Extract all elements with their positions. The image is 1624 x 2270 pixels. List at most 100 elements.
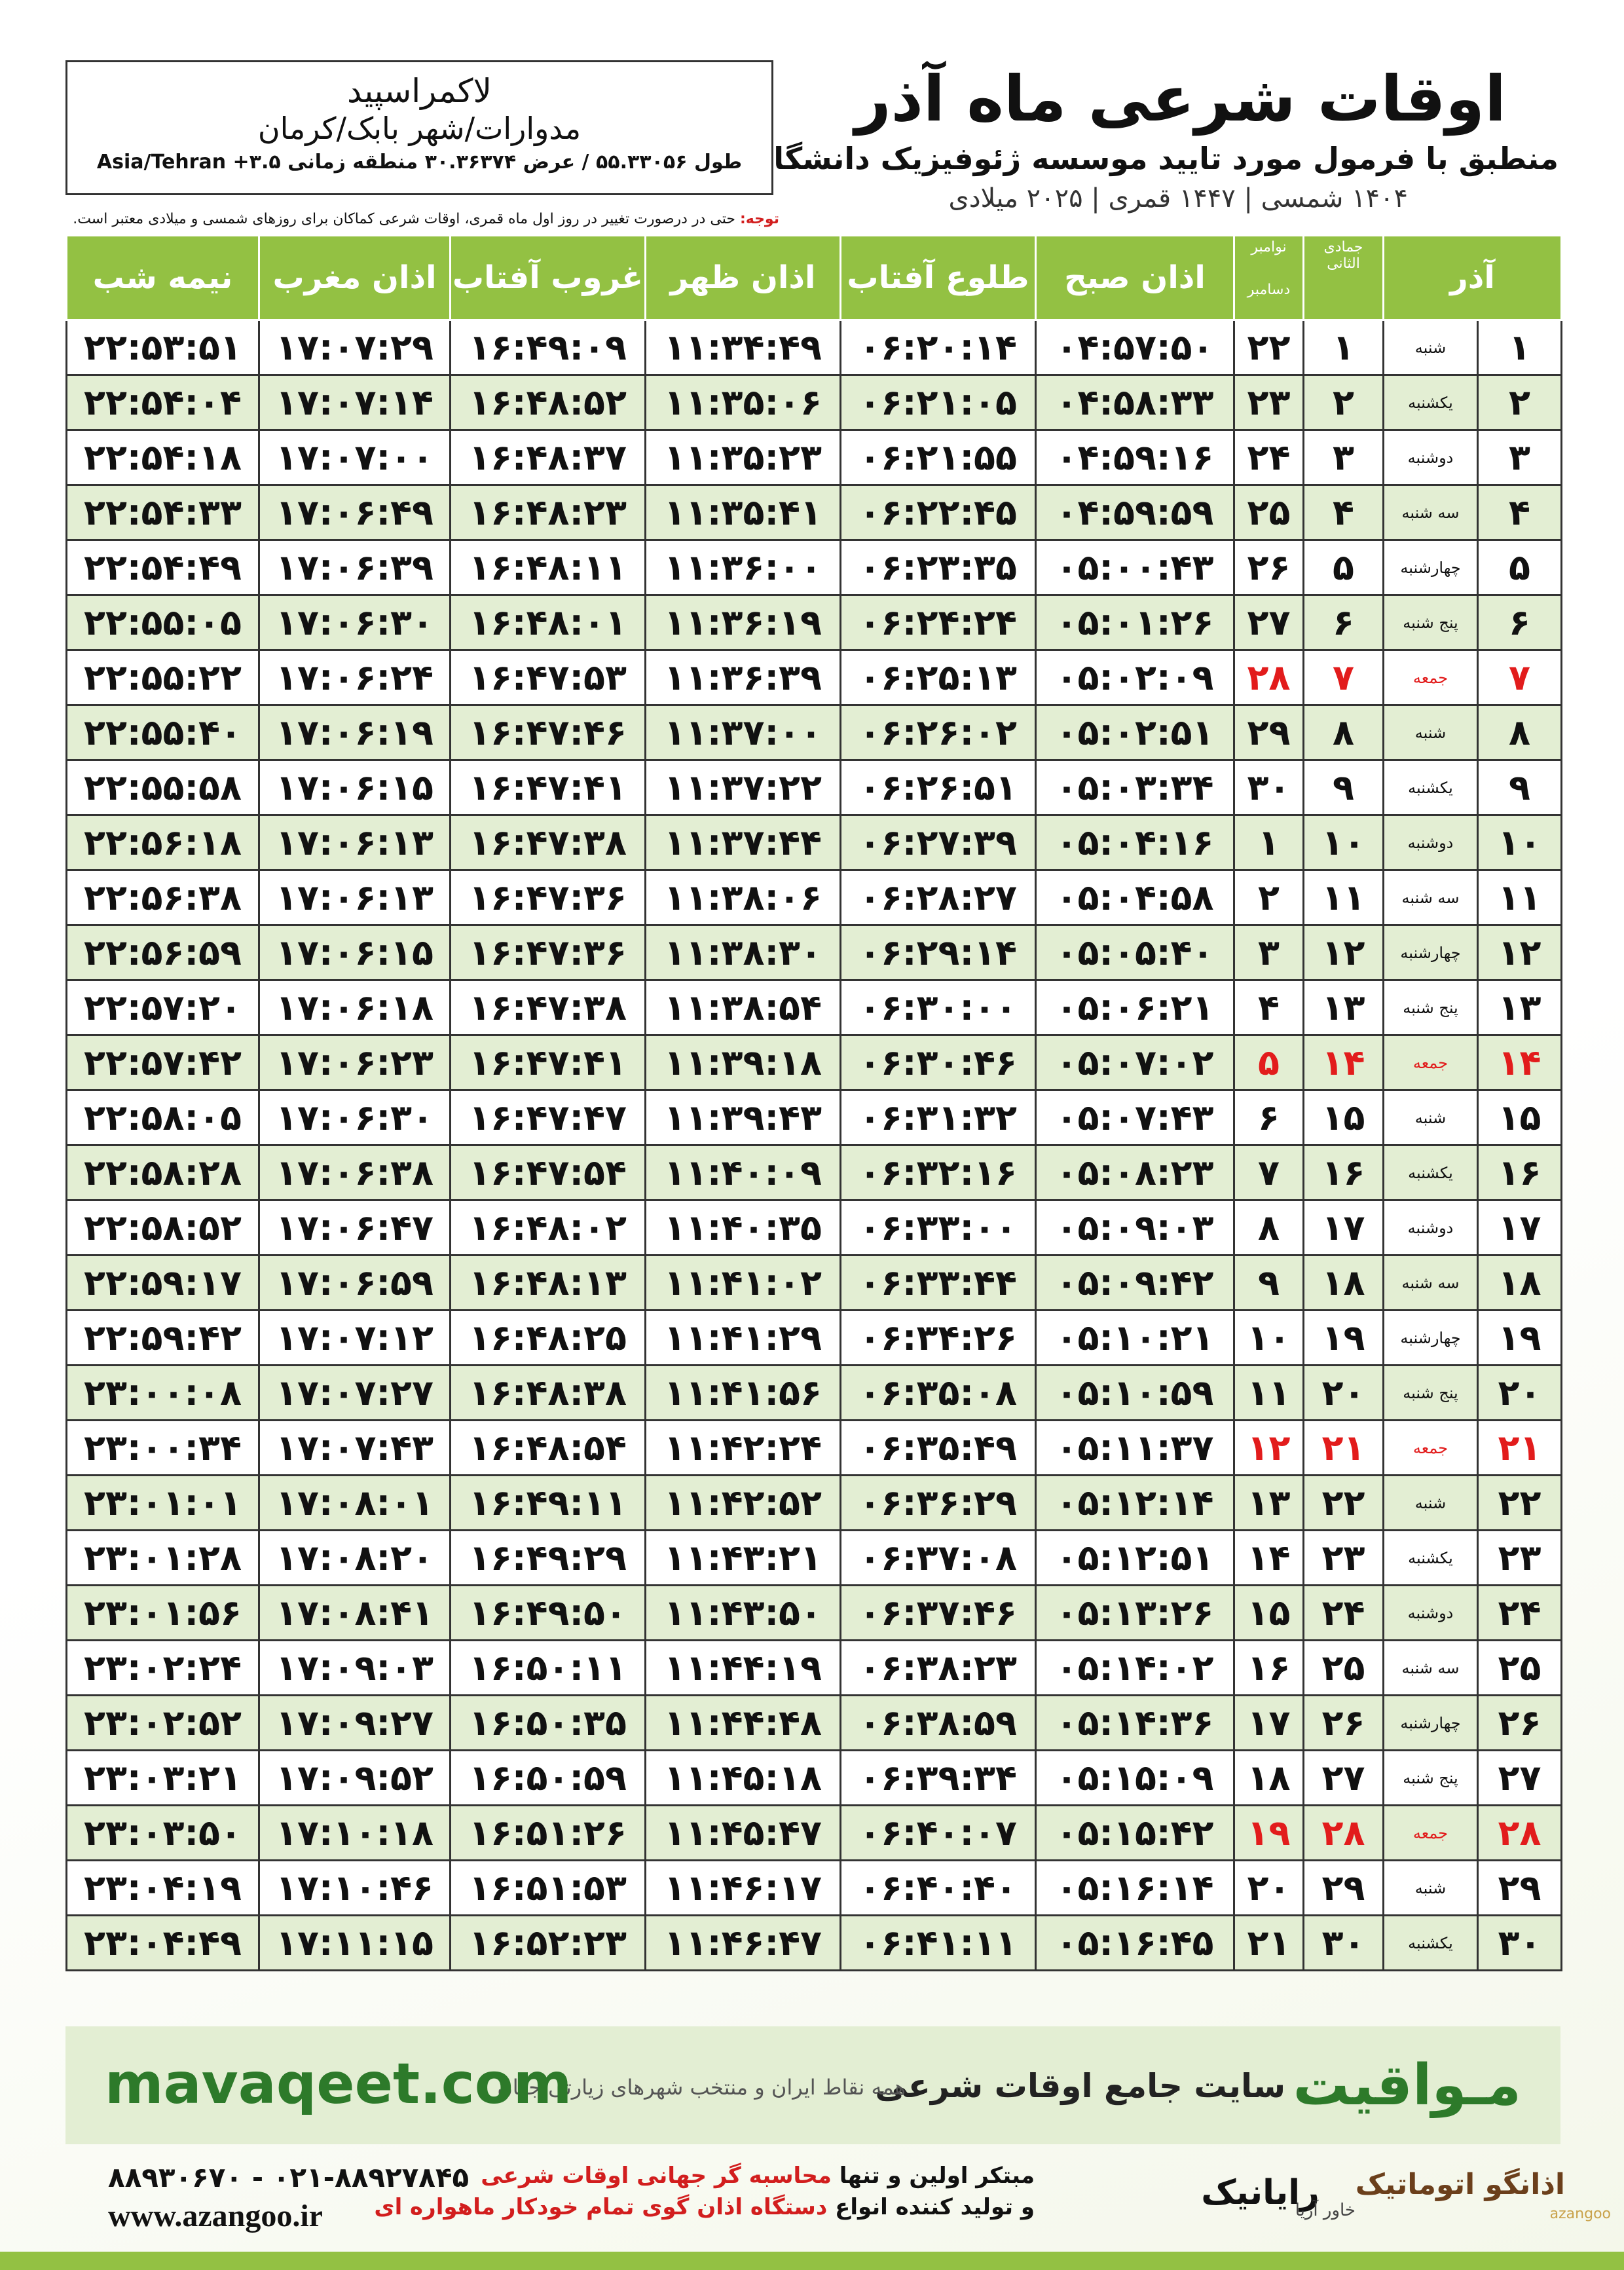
date-cell: ۶	[1233, 1089, 1304, 1146]
date-cell: ۷	[1233, 1144, 1304, 1201]
date-cell: ۷	[1302, 649, 1384, 706]
description: همه نقاط ایران و منتخب شهرهای زیارتی جها…	[497, 2075, 906, 2100]
table-row: ۲۲ شنبه ۲۲ ۱۳ ۰۵:۱۲:۱۴ ۰۶:۳۶:۲۹ ۱۱:۴۲:۵۲ ۱۶:۴۹:…	[65, 1474, 1562, 1531]
weekday-cell: یکشنبه	[1382, 1144, 1479, 1201]
day-cell: ۲۲	[1477, 1474, 1562, 1531]
time-cell: ۰۶:۳۵:۴۹	[840, 1419, 1037, 1476]
day-cell: ۱۳	[1477, 979, 1562, 1036]
table-row: ۲۴ دوشنبه ۲۴ ۱۵ ۰۵:۱۳:۲۶ ۰۶:۳۷:۴۶ ۱۱:۴۳:۵۰ ۱۶:۴…	[65, 1584, 1562, 1641]
time-cell: ۰۶:۲۰:۱۴	[840, 319, 1037, 376]
time-cell: ۲۲:۵۵:۴۰	[65, 704, 260, 761]
table-row: ۲۱ جمعه ۲۱ ۱۲ ۰۵:۱۱:۳۷ ۰۶:۳۵:۴۹ ۱۱:۴۲:۲۴ ۱۶:۴۸:…	[65, 1419, 1562, 1476]
date-cell: ۶	[1302, 594, 1384, 651]
time-cell: ۲۲:۵۸:۵۲	[65, 1199, 260, 1256]
time-cell: ۰۵:۱۵:۴۲	[1035, 1804, 1235, 1861]
day-cell: ۱۱	[1477, 869, 1562, 926]
time-cell: ۰۶:۳۶:۲۹	[840, 1474, 1037, 1531]
weekday-cell: چهارشنبه	[1382, 924, 1479, 981]
date-cell: ۱۹	[1233, 1804, 1304, 1861]
time-cell: ۱۶:۴۷:۳۶	[449, 869, 646, 926]
weekday-cell: جمعه	[1382, 1804, 1479, 1861]
date-cell: ۱۴	[1233, 1529, 1304, 1586]
time-cell: ۱۶:۵۱:۵۳	[449, 1859, 646, 1916]
weekday-cell: سه شنبه	[1382, 1254, 1479, 1311]
time-cell: ۱۷:۰۷:۴۳	[258, 1419, 451, 1476]
time-cell: ۱۷:۱۰:۴۶	[258, 1859, 451, 1916]
date-cell: ۱۳	[1302, 979, 1384, 1036]
table-row: ۱۰ دوشنبه ۱۰ ۱ ۰۵:۰۴:۱۶ ۰۶:۲۷:۳۹ ۱۱:۳۷:۴۴ ۱۶:۴۷…	[65, 814, 1562, 871]
time-cell: ۱۷:۰۷:۰۰	[258, 429, 451, 486]
location-name: لاکمراسپید	[346, 72, 492, 110]
time-cell: ۱۶:۵۰:۵۹	[449, 1749, 646, 1806]
day-cell: ۱۸	[1477, 1254, 1562, 1311]
time-cell: ۱۶:۴۷:۳۸	[449, 979, 646, 1036]
prayer-table: آذر جمادی الثانی نوامبر دسامبر اذان صبح ط…	[65, 234, 1562, 1971]
time-cell: ۱۷:۰۸:۰۱	[258, 1474, 451, 1531]
date-cell: ۲۹	[1302, 1859, 1384, 1916]
time-cell: ۱۷:۱۱:۱۵	[258, 1914, 451, 1971]
time-cell: ۱۶:۴۸:۳۷	[449, 429, 646, 486]
date-cell: ۱۱	[1302, 869, 1384, 926]
time-cell: ۲۲:۵۶:۱۸	[65, 814, 260, 871]
date-cell: ۲۹	[1233, 704, 1304, 761]
time-cell: ۰۵:۰۸:۲۳	[1035, 1144, 1235, 1201]
weekday-cell: سه شنبه	[1382, 869, 1479, 926]
time-cell: ۱۱:۴۳:۲۱	[644, 1529, 841, 1586]
time-cell: ۰۵:۰۶:۲۱	[1035, 979, 1235, 1036]
day-cell: ۱۹	[1477, 1309, 1562, 1366]
logo-sub: خاور آریا	[1295, 2201, 1356, 2220]
table-row: ۱۵ شنبه ۱۵ ۶ ۰۵:۰۷:۴۳ ۰۶:۳۱:۳۲ ۱۱:۳۹:۴۳ ۱۶:۴۷:۴…	[65, 1089, 1562, 1146]
time-cell: ۰۶:۲۳:۳۵	[840, 539, 1037, 596]
time-cell: ۱۱:۳۷:۰۰	[644, 704, 841, 761]
day-cell: ۷	[1477, 649, 1562, 706]
time-cell: ۰۵:۱۰:۲۱	[1035, 1309, 1235, 1366]
table-row: ۲۷ پنج شنبه ۲۷ ۱۸ ۰۵:۱۵:۰۹ ۰۶:۳۹:۳۴ ۱۱:۴۵:۱۸ ۱۶…	[65, 1749, 1562, 1806]
date-cell: ۲۴	[1302, 1584, 1384, 1641]
date-cell: ۲۴	[1233, 429, 1304, 486]
date-cell: ۲۶	[1302, 1694, 1384, 1751]
time-cell: ۲۲:۵۷:۲۰	[65, 979, 260, 1036]
time-cell: ۱۶:۴۸:۱۳	[449, 1254, 646, 1311]
time-cell: ۱۱:۴۰:۳۵	[644, 1199, 841, 1256]
time-cell: ۱۱:۴۲:۲۴	[644, 1419, 841, 1476]
date-cell: ۱۷	[1233, 1694, 1304, 1751]
time-cell: ۱۶:۴۷:۳۸	[449, 814, 646, 871]
time-cell: ۱۱:۳۷:۴۴	[644, 814, 841, 871]
weekday-cell: پنج شنبه	[1382, 1364, 1479, 1421]
time-cell: ۱۱:۳۹:۱۸	[644, 1034, 841, 1091]
weekday-cell: سه شنبه	[1382, 484, 1479, 541]
time-cell: ۲۲:۵۴:۴۹	[65, 539, 260, 596]
time-cell: ۱۶:۵۲:۲۳	[449, 1914, 646, 1971]
time-cell: ۱۱:۴۰:۰۹	[644, 1144, 841, 1201]
time-cell: ۱۶:۴۸:۵۴	[449, 1419, 646, 1476]
date-cell: ۲۱	[1233, 1914, 1304, 1971]
column-header: اذان مغرب	[258, 234, 451, 321]
time-cell: ۱۱:۴۱:۵۶	[644, 1364, 841, 1421]
time-cell: ۱۶:۴۸:۰۲	[449, 1199, 646, 1256]
time-cell: ۰۶:۳۳:۰۰	[840, 1199, 1037, 1256]
day-cell: ۲۶	[1477, 1694, 1562, 1751]
time-cell: ۱۱:۳۶:۰۰	[644, 539, 841, 596]
table-row: ۵ چهارشنبه ۵ ۲۶ ۰۵:۰۰:۴۳ ۰۶:۲۳:۳۵ ۱۱:۳۶:۰۰ ۱۶:۴…	[65, 539, 1562, 596]
date-cell: ۸	[1302, 704, 1384, 761]
time-cell: ۱۷:۰۶:۲۳	[258, 1034, 451, 1091]
time-cell: ۲۲:۵۸:۲۸	[65, 1144, 260, 1201]
table-row: ۳ دوشنبه ۳ ۲۴ ۰۴:۵۹:۱۶ ۰۶:۲۱:۵۵ ۱۱:۳۵:۲۳ ۱۶:۴۸:…	[65, 429, 1562, 486]
website: www.azangoo.ir	[108, 2199, 323, 2233]
date-cell: ۴	[1233, 979, 1304, 1036]
time-cell: ۰۵:۱۲:۱۴	[1035, 1474, 1235, 1531]
time-cell: ۱۶:۴۷:۴۱	[449, 759, 646, 816]
time-cell: ۱۷:۰۶:۳۹	[258, 539, 451, 596]
date-cell: ۲۲	[1233, 319, 1304, 376]
weekday-cell: جمعه	[1382, 1034, 1479, 1091]
time-cell: ۱۶:۴۹:۲۹	[449, 1529, 646, 1586]
weekday-cell: شنبه	[1382, 319, 1479, 376]
time-cell: ۰۶:۴۰:۴۰	[840, 1859, 1037, 1916]
column-header: آذر	[1382, 234, 1562, 321]
date-cell: ۱۹	[1302, 1309, 1384, 1366]
column-header-text: نوامبر	[1251, 239, 1287, 255]
column-header: اذان صبح	[1035, 234, 1235, 321]
time-cell: ۱۶:۴۸:۲۵	[449, 1309, 646, 1366]
time-cell: ۱۷:۰۶:۱۳	[258, 869, 451, 926]
time-cell: ۱۱:۴۴:۱۹	[644, 1639, 841, 1696]
